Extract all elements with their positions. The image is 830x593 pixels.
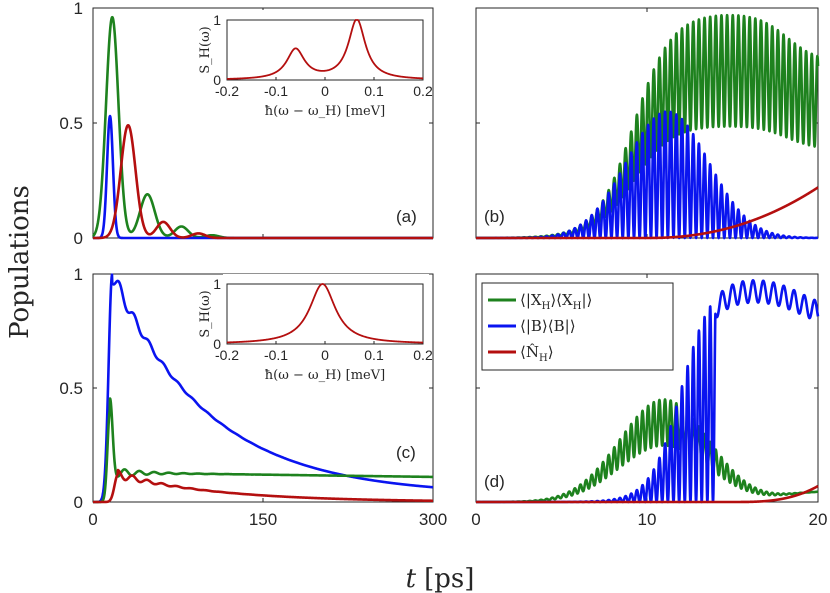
series-blue-line — [91, 273, 435, 504]
y-tick-label: 0.5 — [59, 114, 83, 133]
inset-spectrum-line — [226, 283, 424, 344]
panel-d: 0 10 20 — [471, 273, 828, 529]
inset-panel-c: -0.2 -0.1 0 0.1 0.2 0 1S_H(ω) ħ(ω − ω_H) [meV] — [198, 274, 433, 394]
series-blue-line — [91, 114, 435, 240]
series-green-line — [91, 397, 435, 504]
inset-background — [223, 274, 429, 394]
inset-y-tick-label: 0 — [213, 336, 221, 352]
inset-x-tick-label: -0.2 — [215, 347, 239, 363]
panel-label-c: (c) — [396, 443, 416, 462]
x-axis-label: t [ps] — [406, 564, 475, 593]
inset-x-label: ħ(ω − ω_H) [meV] — [265, 104, 385, 119]
x-tick-label: 10 — [638, 510, 657, 529]
inset-x-tick-label: 0.1 — [364, 347, 384, 363]
series-red-line — [474, 186, 820, 240]
panel-label-a: (a) — [396, 207, 417, 226]
panel-label-d: (d) — [484, 472, 505, 491]
y-tick-label: 0 — [74, 493, 83, 512]
x-tick-label: 300 — [419, 510, 447, 529]
inset-y-tick-label: 0 — [213, 72, 221, 88]
y-axis-label: Populations — [5, 185, 35, 339]
legend: ⟨|XH⟩⟨XH|⟩ ⟨|B⟩⟨B|⟩ ⟨N̂H⟩ — [481, 282, 674, 371]
inset-x-label: ħ(ω − ω_H) [meV] — [265, 368, 385, 383]
inset-spectrum-line — [226, 19, 424, 80]
y-tick-label: 1 — [74, 265, 83, 284]
y-tick-label: 0 — [74, 229, 83, 248]
inset-y-label: S_H(ω) — [198, 26, 213, 74]
inset-x-tick-label: 0 — [321, 347, 329, 363]
series-red-line — [91, 468, 435, 504]
inset-x-tick-label: 0.2 — [413, 83, 433, 99]
inset-panel-a: -0.2 -0.1 0 0.1 0.2 0 1S_H(ω) ħ(ω − ω_H) [meV] — [198, 10, 433, 130]
y-tick-label: 1 — [74, 0, 83, 18]
inset-x-tick-label: 0 — [321, 83, 329, 99]
legend-entry-xh: ⟨|XH⟩⟨XH|⟩ — [520, 291, 592, 312]
panel-label-b: (b) — [484, 207, 505, 226]
inset-y-tick-label: 1 — [213, 12, 221, 28]
inset-x-tick-label: -0.1 — [264, 83, 288, 99]
inset-x-tick-label: 0.1 — [364, 83, 384, 99]
inset-x-tick-label: 0.2 — [413, 347, 433, 363]
series-red-line — [474, 484, 820, 504]
inset-y-tick-label: 1 — [213, 276, 221, 292]
x-tick-label: 0 — [471, 510, 480, 529]
inset-y-label: S_H(ω) — [198, 290, 213, 338]
series-blue-line — [474, 110, 820, 240]
panel-b — [474, 7, 820, 240]
legend-entry-b: ⟨|B⟩⟨B|⟩ — [520, 317, 576, 335]
x-tick-label: 150 — [249, 510, 277, 529]
y-tick-label: 0.5 — [59, 379, 83, 398]
legend-entry-nh: ⟨N̂H⟩ — [520, 343, 554, 364]
x-tick-label: 20 — [809, 510, 828, 529]
x-tick-label: 0 — [88, 510, 97, 529]
inset-x-tick-label: -0.1 — [264, 347, 288, 363]
series-red-line — [91, 124, 435, 240]
inset-x-tick-label: -0.2 — [215, 83, 239, 99]
